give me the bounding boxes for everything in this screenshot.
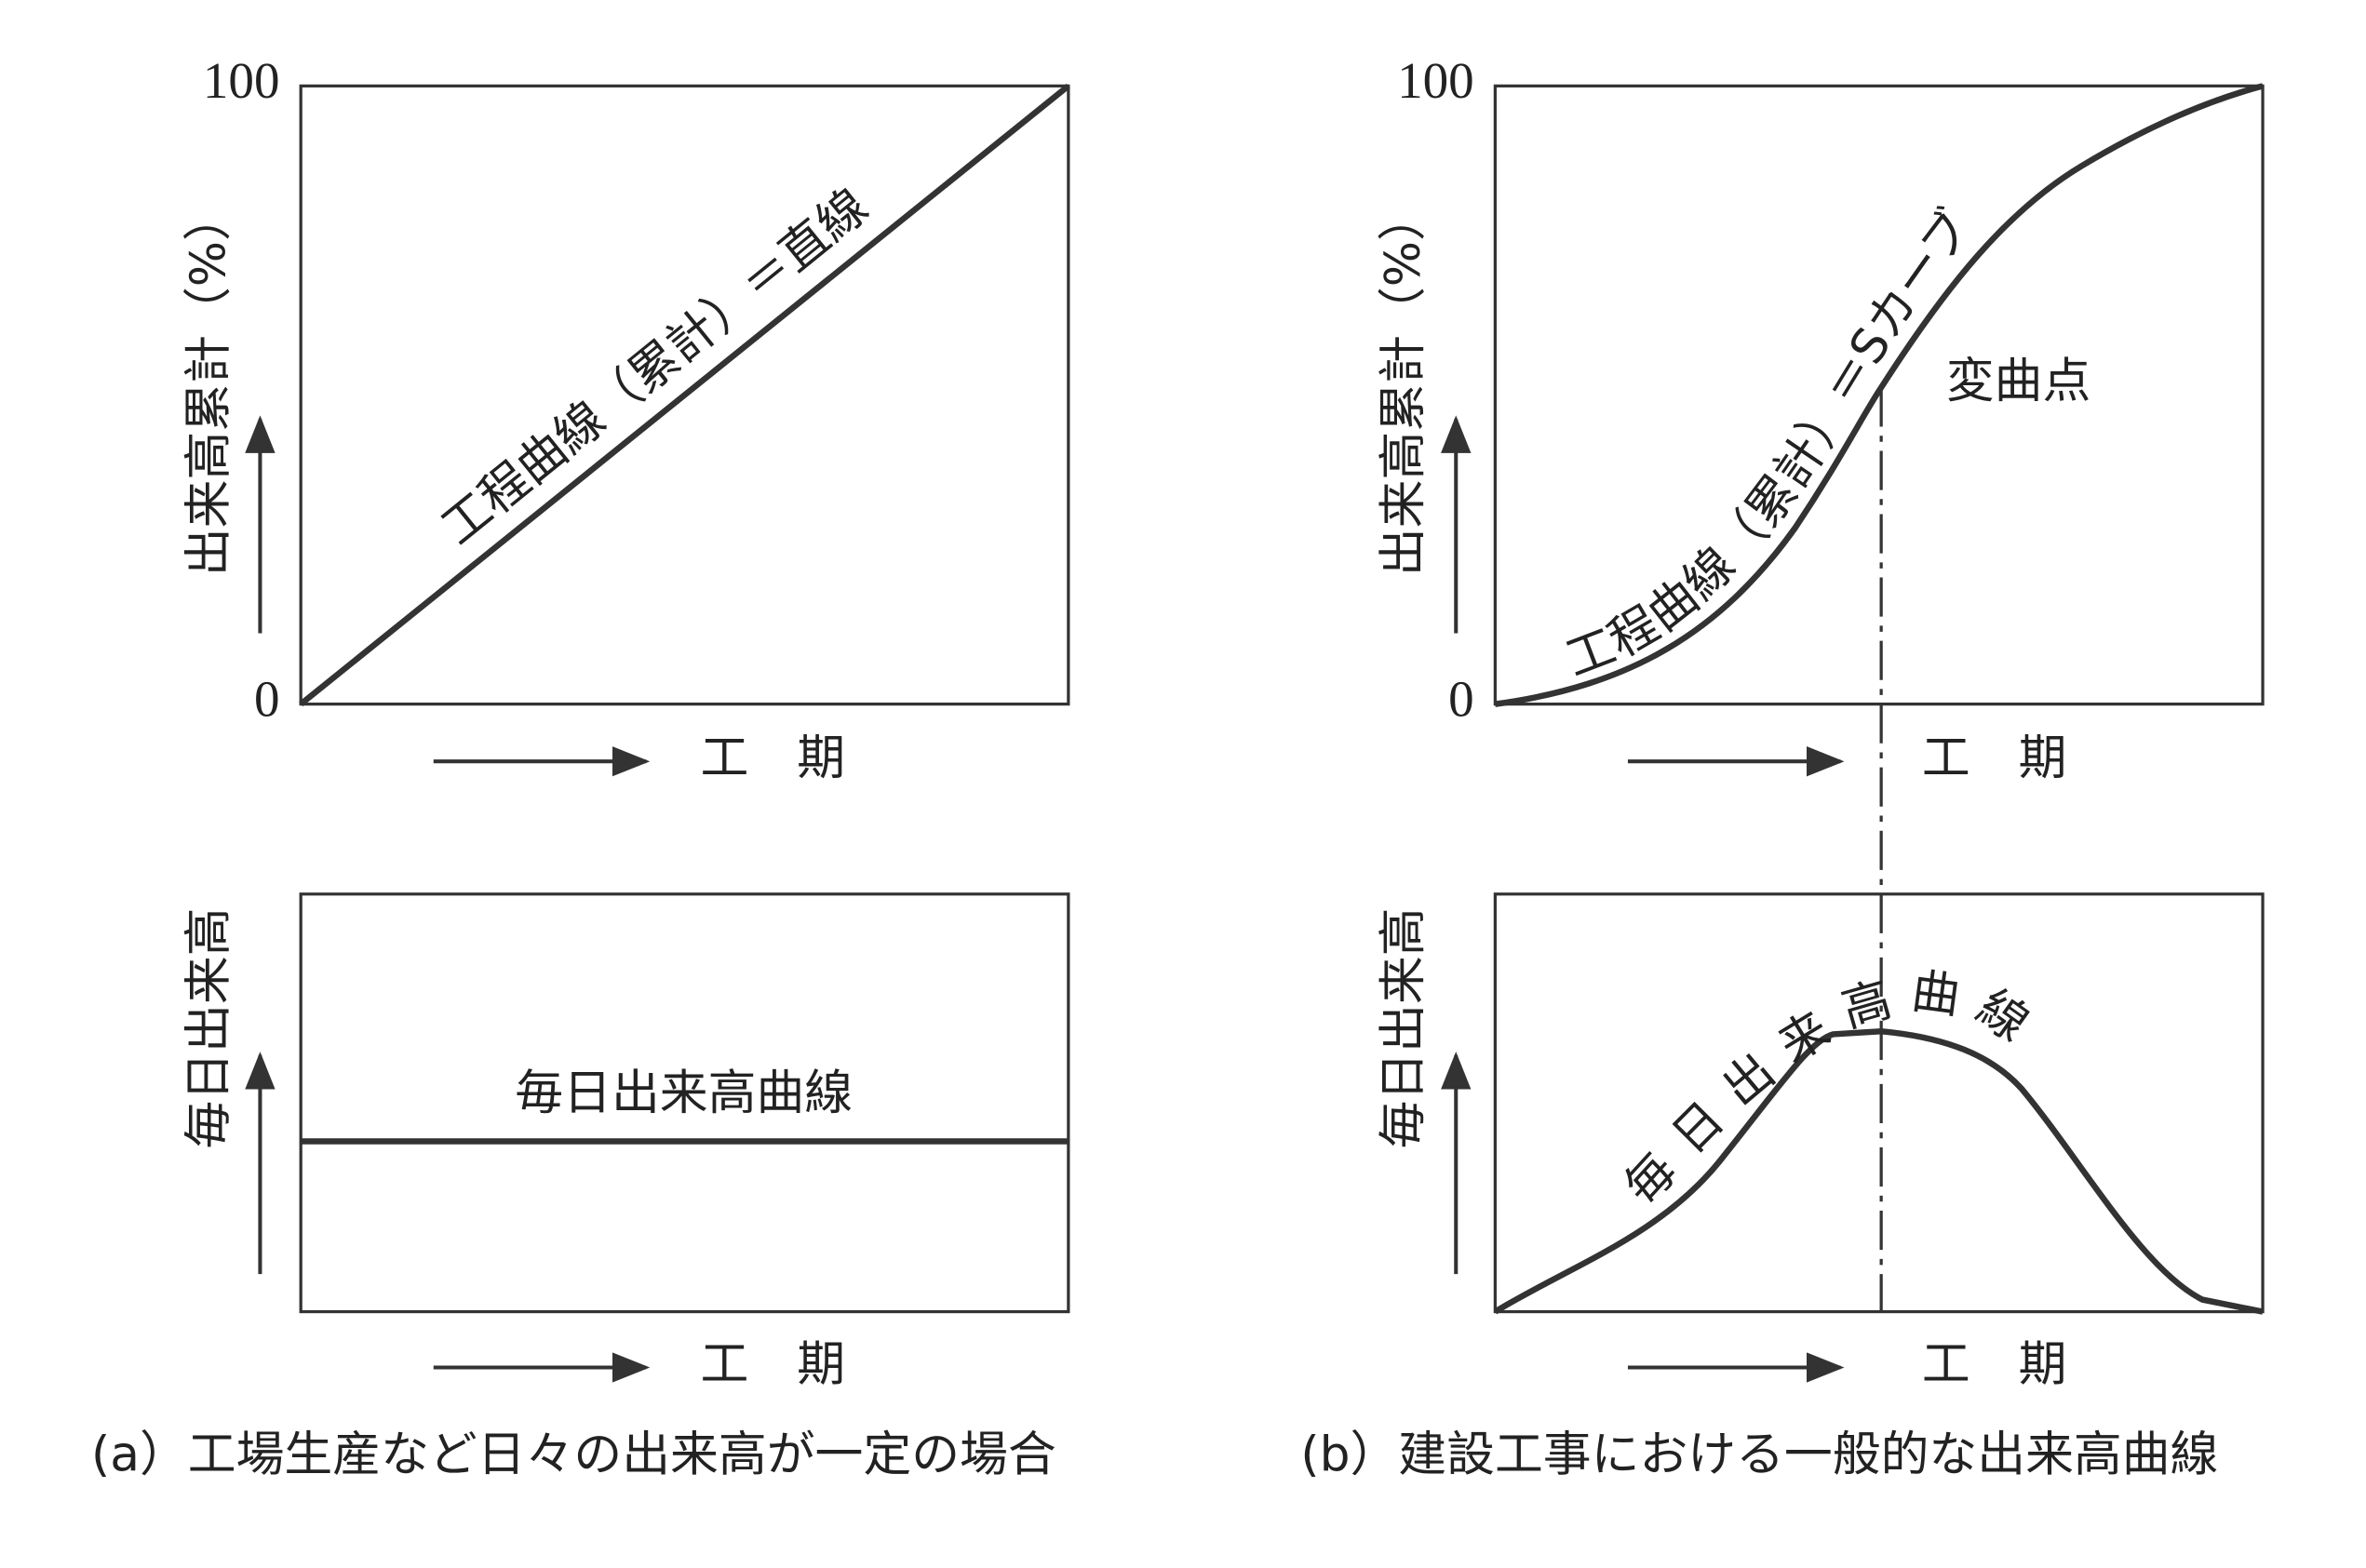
curve-label: 工程曲線（累計）＝直線 <box>431 179 879 556</box>
y-max: 100 <box>203 52 280 109</box>
curve-label-path: 工程曲線（累計）＝Sカーブ <box>1558 200 1983 688</box>
bell-curve <box>1493 1027 2264 1315</box>
y-max: 100 <box>1397 52 1474 109</box>
y-min: 0 <box>254 670 280 727</box>
caption: (a）工場生産など日々の出来高が一定の場合 <box>91 1427 1056 1483</box>
cumulative-line <box>299 83 1070 707</box>
y-label: 毎日出来高 <box>1376 907 1432 1148</box>
curve-label: 工程曲線（累計）＝Sカーブ <box>1558 200 1983 688</box>
s-curve <box>1494 83 2264 707</box>
y-min: 0 <box>1448 670 1474 727</box>
plot-frame <box>299 84 1070 706</box>
plot-frame <box>1493 84 2265 706</box>
plot-frame <box>299 892 1070 1314</box>
x-label: 工 期 <box>1922 1337 2067 1393</box>
x-label: 工 期 <box>1922 730 2067 786</box>
inflection-label: 変曲点 <box>1946 354 2091 409</box>
curve-label: 毎日出来高曲線 <box>515 1065 853 1121</box>
y-label: 出来高累計（%） <box>181 193 237 576</box>
x-label: 工 期 <box>701 1337 846 1393</box>
curve-label-path: 毎日出来高曲線 <box>1614 963 2035 1215</box>
x-label: 工 期 <box>701 730 846 786</box>
y-label: 毎日出来高 <box>181 907 237 1148</box>
y-label: 出来高累計（%） <box>1376 193 1432 576</box>
plot-frame <box>1493 892 2265 1314</box>
curve-label: 毎日出来高曲線 <box>1614 963 2055 1215</box>
caption: (b）建設工事における一般的な出来高曲線 <box>1300 1427 2218 1483</box>
